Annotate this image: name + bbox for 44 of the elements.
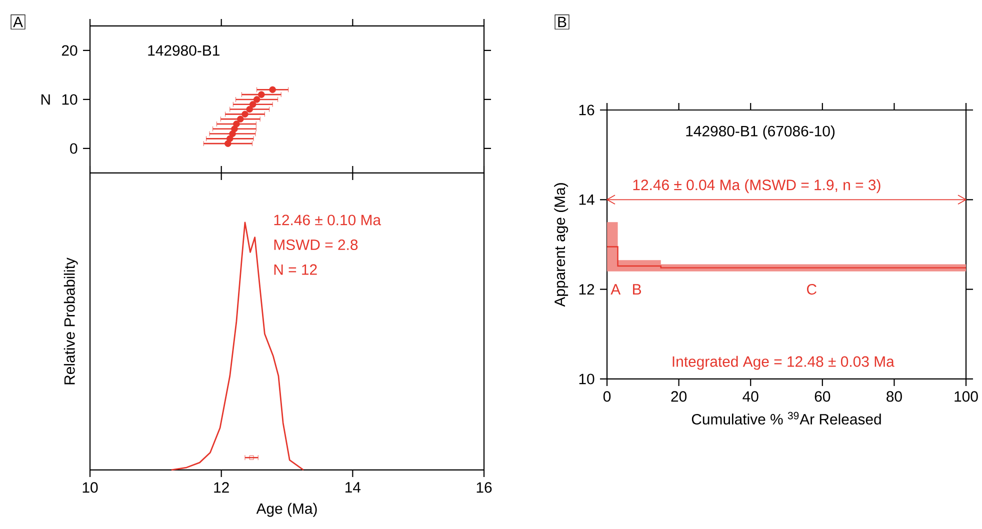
point xyxy=(249,100,256,108)
point xyxy=(226,135,234,142)
point xyxy=(253,96,260,103)
annotation: 142980-B1 xyxy=(148,45,220,56)
annotation: C xyxy=(807,284,816,295)
x-tick-label: 100 xyxy=(954,391,978,402)
point xyxy=(242,110,248,118)
x-tick-label: 16 xyxy=(476,482,492,493)
y-axis-title: Relative Probability xyxy=(64,258,78,384)
y-axis-title: N xyxy=(41,94,50,105)
point xyxy=(233,120,240,128)
y-tick-label: 16 xyxy=(579,104,594,116)
x-tick-label: 60 xyxy=(814,391,830,402)
x-tick-label: 80 xyxy=(886,391,902,402)
chart-title: B xyxy=(558,16,566,28)
x-tick-label: 20 xyxy=(671,391,687,402)
point xyxy=(236,116,244,122)
annotation: 12.46 ± 0.04 Ma (MSWD = 1.9, n = 3) xyxy=(633,179,880,194)
y-tick-label: 10 xyxy=(579,374,594,384)
x-tick-label: 40 xyxy=(742,391,758,402)
point xyxy=(224,140,232,147)
x-axis-title: Cumulative % $^{39}$Ar Released xyxy=(692,412,881,425)
x-tick-label: 10 xyxy=(82,482,98,493)
y-tick-label: 14 xyxy=(579,194,594,205)
x-tick-label: 14 xyxy=(346,482,361,492)
annotation: Integrated Age = 12.48 ± 0.03 Ma xyxy=(672,356,894,370)
x-axis-title: Age (Ma) xyxy=(256,502,317,517)
y-tick-label: 10 xyxy=(62,94,78,105)
annotation: 142980-B1 (67086-10) xyxy=(686,125,835,140)
point xyxy=(258,91,265,98)
y-tick-label: 12 xyxy=(579,284,594,295)
x-tick-label: 12 xyxy=(214,482,229,493)
y-tick-label: 20 xyxy=(62,45,78,56)
annotation: A xyxy=(610,284,621,294)
annotation: B xyxy=(633,284,641,294)
annotation: 12.46 ± 0.10 Ma xyxy=(274,214,382,226)
point xyxy=(246,106,253,113)
point xyxy=(269,86,276,94)
annotation: N = 12 xyxy=(274,264,317,275)
annotation: MSWD = 2.8 xyxy=(274,239,358,250)
y-axis-title: Apparent age (Ma) xyxy=(554,183,568,307)
y-tick-label: 0 xyxy=(70,143,78,154)
x-tick-label: 0 xyxy=(603,391,611,402)
chart-title: A xyxy=(13,16,23,28)
